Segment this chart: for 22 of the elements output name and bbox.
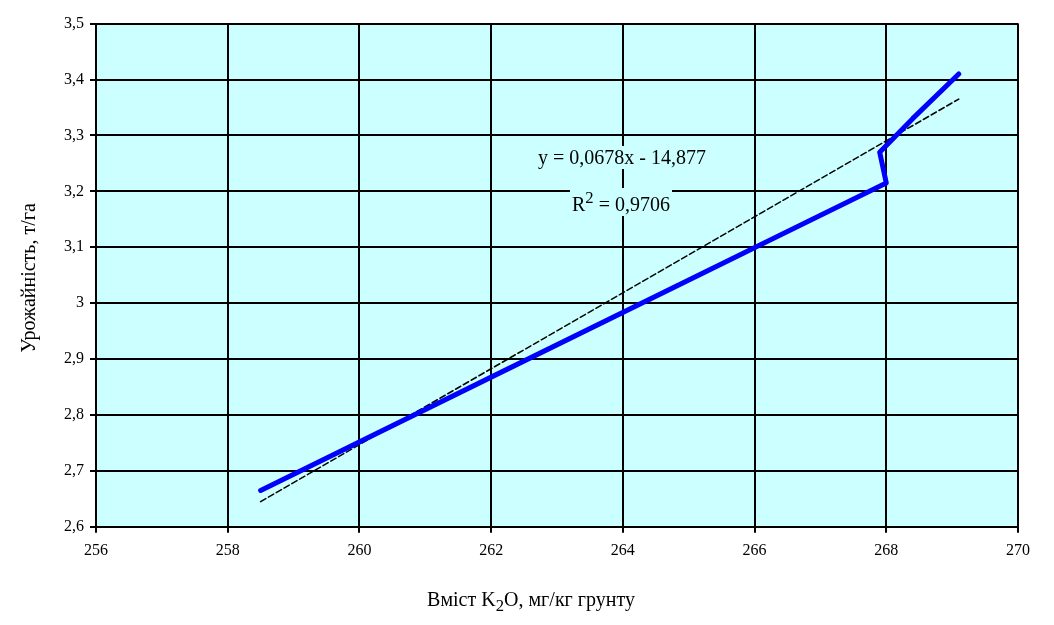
y-tick-label: 3,3 (64, 125, 84, 143)
y-tick-label: 2,9 (64, 349, 84, 367)
y-tick-label: 3,5 (64, 13, 84, 31)
x-tick-label: 268 (874, 540, 899, 558)
x-tick-label: 264 (610, 540, 635, 558)
y-tick-label: 2,6 (64, 517, 84, 534)
x-tick-label: 256 (84, 540, 108, 558)
y-tick-label: 2,8 (64, 405, 84, 423)
x-tick-label: 260 (347, 540, 372, 558)
annotation: y = 0,0678x - 14,877 (536, 146, 708, 169)
y-tick-label: 3,4 (64, 69, 84, 87)
y-axis-title: Урожайність, т/га (16, 203, 40, 353)
x-axis-title: Вміст K$_{2}$O, мг/кг грунту (426, 588, 636, 616)
x-tick-label: 266 (742, 540, 767, 558)
y-tick-label: 3 (76, 293, 84, 311)
annotation: R$^{2}$ = 0,9706 (570, 188, 672, 216)
x-tick-label: 262 (479, 540, 504, 558)
x-tick-label: 258 (215, 540, 240, 558)
y-tick-label: 3,2 (64, 181, 84, 199)
y-tick-label: 2,7 (64, 461, 84, 479)
y-tick-label: 3,1 (64, 237, 84, 255)
x-tick-label: 270 (1006, 540, 1030, 558)
